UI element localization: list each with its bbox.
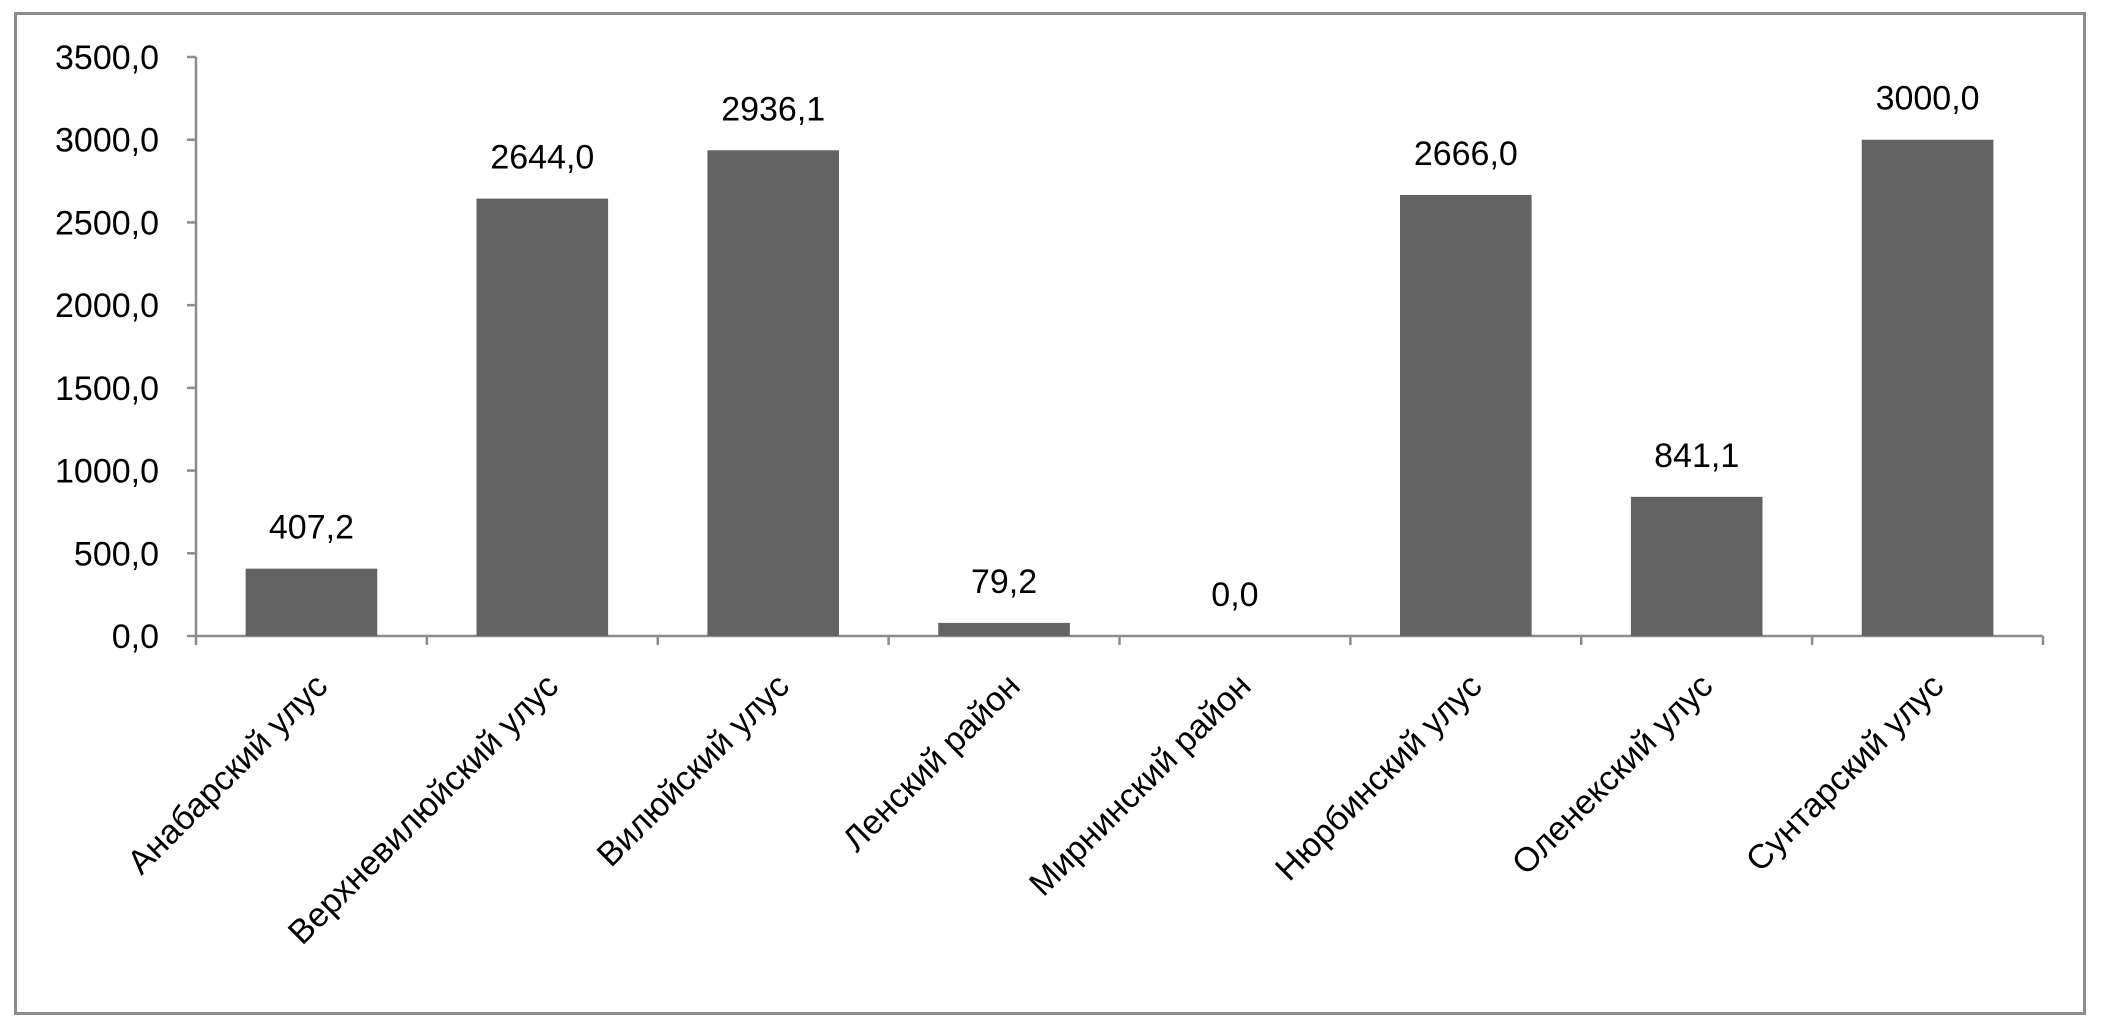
- data-label: 841,1: [1654, 437, 1739, 475]
- y-tick-label: 2500,0: [55, 204, 159, 242]
- y-tick-label: 1000,0: [55, 453, 159, 491]
- data-label: 407,2: [269, 509, 354, 547]
- bar: [1400, 194, 1532, 637]
- category-label: Верхневилюйский улус: [281, 667, 566, 952]
- data-label: 3000,0: [1876, 80, 1980, 118]
- category-label: Оленекский улус: [1505, 667, 1721, 883]
- category-label: Нюрбинский улус: [1268, 667, 1489, 888]
- data-label: 2666,0: [1414, 135, 1518, 173]
- data-label: 79,2: [971, 563, 1037, 601]
- category-label: Анабарский улус: [120, 667, 335, 882]
- y-axis: 0,0 500,0 1000,0 1500,0 2000,0 2500,0 3000,0 35…: [55, 39, 198, 656]
- category-label: Вилюйский улус: [590, 667, 797, 874]
- data-labels: 407,2 2644,0 2936,1 79,2 0,0 2666,0 841,1 3000,…: [269, 80, 1980, 614]
- bar: [245, 568, 378, 636]
- x-axis: [194, 634, 2045, 645]
- category-label: Сунтарский улус: [1739, 667, 1951, 879]
- data-label: 2644,0: [490, 139, 594, 177]
- data-label: 2936,1: [721, 90, 825, 128]
- bar: [938, 622, 1070, 636]
- y-tick-label: 3000,0: [55, 122, 159, 160]
- y-tick-label: 1500,0: [55, 370, 159, 408]
- bar: [707, 150, 839, 637]
- y-tick-label: 2000,0: [55, 287, 159, 325]
- y-tick-label: 3500,0: [55, 39, 159, 77]
- bar: [1861, 139, 1994, 636]
- data-label: 0,0: [1211, 576, 1258, 614]
- y-tick-label: 0,0: [112, 618, 159, 656]
- bar: [476, 198, 609, 636]
- category-label: Ленский район: [836, 667, 1028, 859]
- y-tick-label: 500,0: [74, 535, 159, 573]
- category-label: Мирнинский район: [1022, 667, 1259, 904]
- bar: [1630, 496, 1763, 636]
- bars: [245, 139, 1994, 637]
